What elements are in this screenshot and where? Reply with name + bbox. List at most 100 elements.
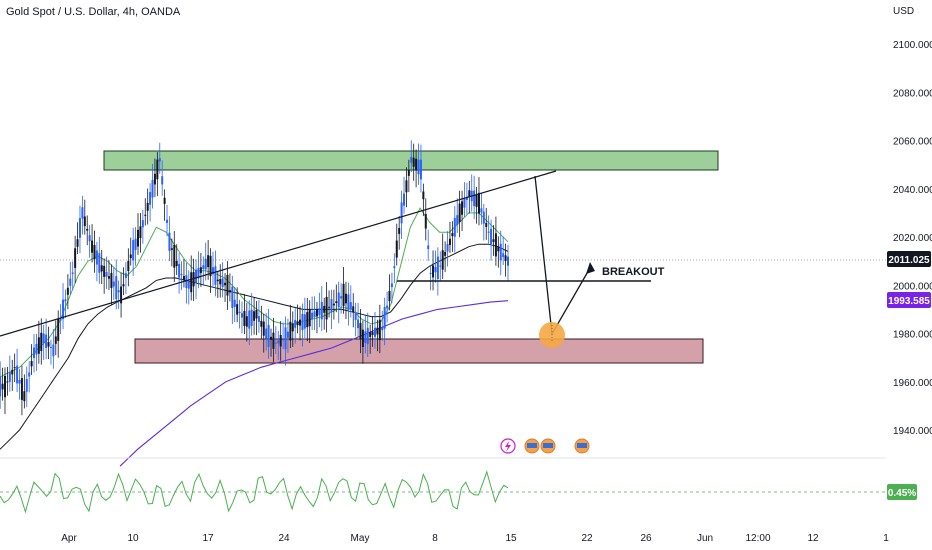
candle-body — [54, 336, 57, 344]
candle-body — [352, 306, 355, 313]
candle-body — [211, 267, 214, 275]
candle-body — [299, 319, 302, 326]
candle-body — [340, 296, 343, 299]
candle-body — [33, 347, 36, 358]
candle-body — [202, 265, 205, 270]
candle-body — [424, 214, 427, 229]
candle-body — [153, 173, 156, 185]
candle-body — [507, 256, 509, 266]
candle-body — [224, 282, 227, 286]
candle-body — [207, 255, 210, 268]
candle-body — [69, 278, 72, 286]
candle-body — [166, 219, 169, 223]
candle-body — [432, 265, 435, 278]
candle-body — [296, 321, 299, 326]
candle-body — [504, 255, 507, 261]
candle-body — [76, 239, 79, 247]
support-zone[interactable] — [134, 338, 704, 364]
candle-body — [463, 198, 466, 208]
candle-body — [422, 191, 425, 200]
price-axis[interactable]: 2100.000 2080.000 2060.000 2040.000 2020.000… — [893, 40, 932, 437]
candle-body — [49, 346, 52, 348]
time-tick-label: 26 — [640, 533, 652, 544]
candle-body — [407, 170, 410, 176]
candle-body — [451, 233, 454, 237]
candle-body — [6, 381, 9, 383]
time-tick-label: Jun — [697, 533, 713, 544]
candle-body — [195, 269, 198, 283]
candle-body — [110, 272, 113, 288]
candle-body — [294, 319, 297, 328]
ascending-trendline[interactable] — [0, 170, 557, 337]
candle-body — [45, 334, 48, 349]
candle-body — [151, 179, 154, 198]
candle-body — [308, 309, 311, 327]
candle-body — [494, 233, 497, 257]
candle-body — [35, 343, 38, 355]
candle-body — [240, 313, 243, 318]
candle-body — [306, 312, 309, 328]
event-icons[interactable] — [500, 438, 590, 454]
candle-body — [441, 250, 444, 270]
candle-body — [57, 318, 60, 341]
candle-body — [168, 232, 171, 251]
candle-body — [335, 301, 338, 304]
candle-body — [357, 319, 360, 329]
candle-body — [465, 196, 468, 200]
candle-body — [250, 309, 253, 326]
candle-body — [248, 310, 251, 329]
candle-body — [289, 321, 292, 341]
candle-body — [453, 217, 456, 237]
time-tick-label: 1 — [883, 533, 889, 544]
price-tick-label: 1940.000 — [893, 426, 932, 437]
candle-body — [71, 272, 74, 274]
candle-body — [134, 238, 137, 250]
candle-body — [366, 327, 369, 345]
candle-body — [444, 251, 447, 256]
candle-body — [328, 306, 331, 308]
candle-body — [369, 332, 372, 337]
candle-body — [149, 192, 152, 205]
candle-body — [347, 294, 350, 310]
candle-body — [330, 299, 333, 313]
time-axis[interactable]: Apr 10 17 24 May 8 15 22 26 Jun 12:00 12 1 — [61, 533, 889, 544]
candle-body — [182, 276, 185, 281]
candle-body — [342, 283, 345, 306]
candle-body — [219, 278, 222, 285]
projection-path[interactable] — [534, 175, 591, 337]
candle-body — [313, 311, 316, 318]
candle-body — [141, 220, 144, 228]
candle-body — [139, 226, 142, 238]
candle-body — [8, 372, 11, 382]
candle-body — [473, 190, 476, 207]
candle-body — [274, 342, 277, 344]
candle-body — [400, 202, 403, 224]
flag-glyph-icon — [543, 443, 553, 448]
candle-body — [381, 327, 384, 331]
candle-body — [434, 266, 437, 273]
candle-body — [412, 157, 415, 167]
candle-body — [144, 214, 147, 216]
candle-body — [395, 240, 398, 258]
oscillator-path — [0, 470, 509, 514]
candle-body — [286, 331, 289, 338]
time-tick-label: 12 — [807, 533, 819, 544]
candle-body — [448, 238, 451, 245]
candle-body — [209, 255, 212, 277]
candle-body — [468, 190, 471, 197]
candle-body — [456, 215, 459, 226]
candle-body — [74, 248, 77, 268]
candle-body — [282, 339, 285, 341]
candle-body — [214, 266, 217, 285]
candle-body — [161, 176, 164, 185]
candle-body — [78, 218, 81, 238]
candle-body — [28, 372, 31, 377]
candle-body — [137, 229, 140, 247]
candle-body — [52, 344, 55, 357]
candle-body — [458, 203, 461, 223]
candle-body — [497, 246, 500, 252]
candle-body — [228, 290, 231, 293]
candle-body — [383, 307, 386, 329]
